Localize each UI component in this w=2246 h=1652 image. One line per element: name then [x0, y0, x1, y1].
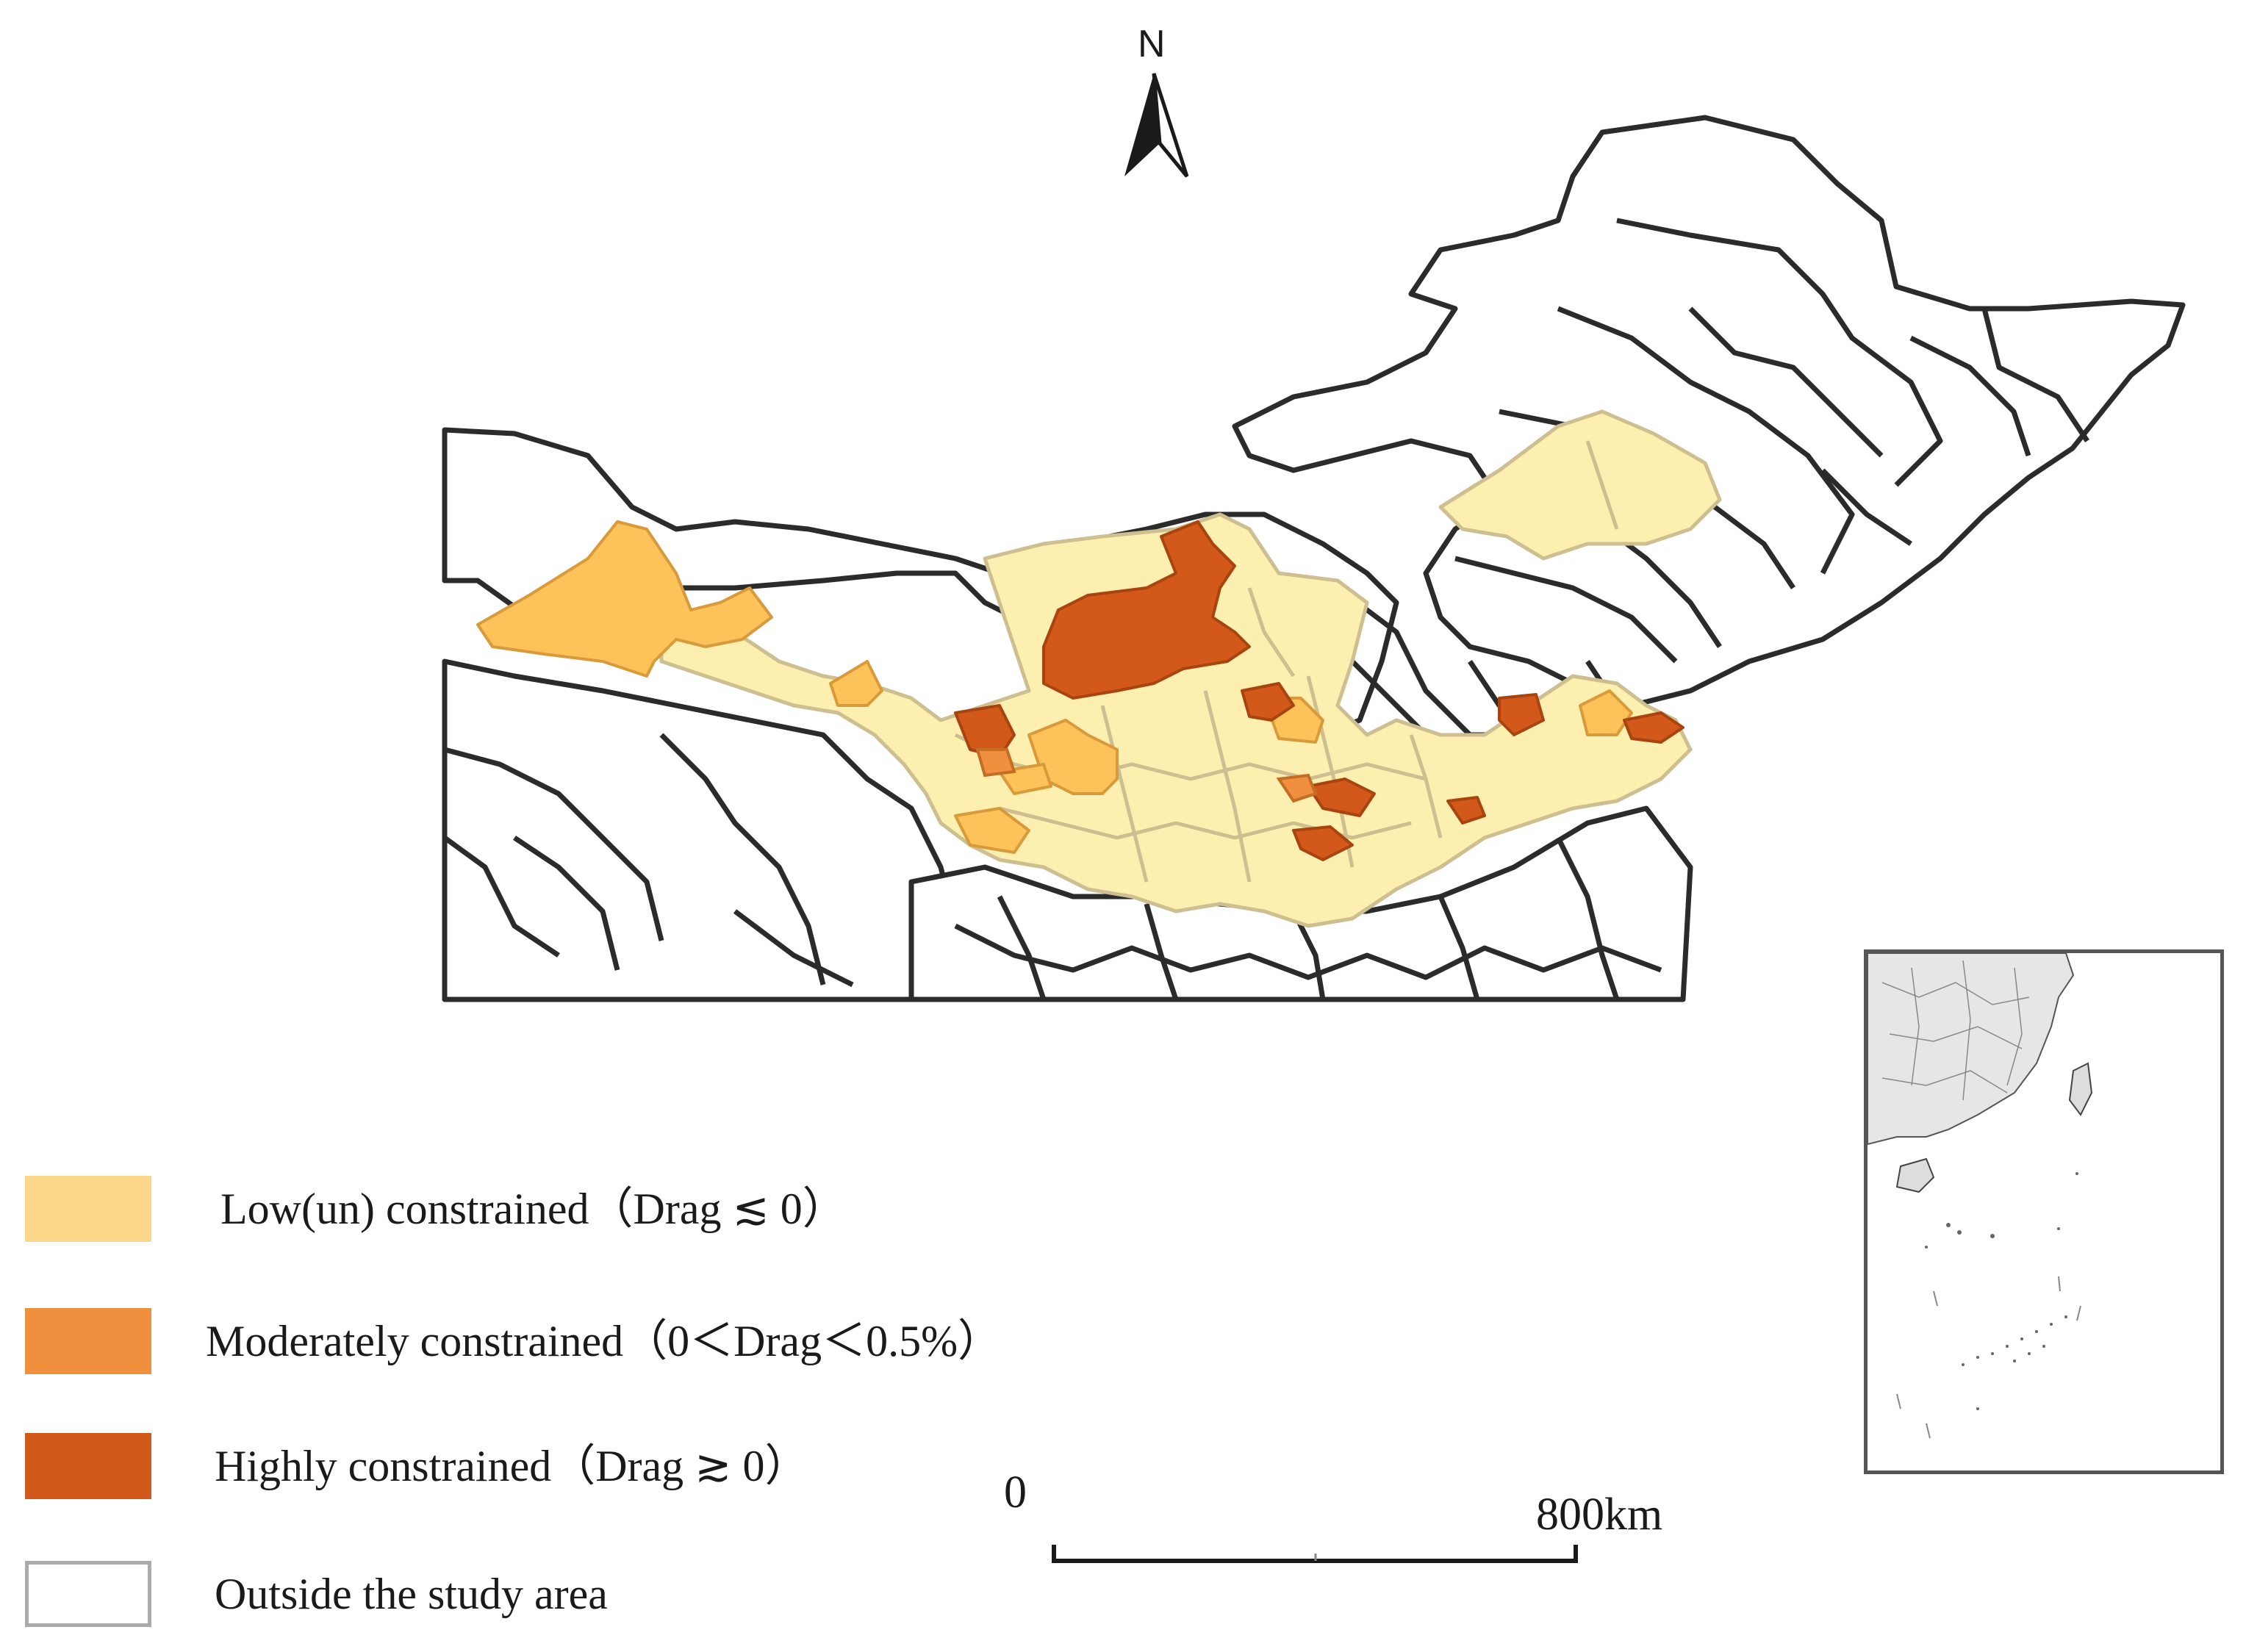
high-constrained-regions [954, 520, 1684, 861]
legend-label-moderate: Moderately constrained（0＜Drag＜0.5%） [206, 1317, 1002, 1365]
scale-start-label: 0 [1004, 1468, 1027, 1518]
region-gansu-west [476, 520, 773, 678]
legend-label-low: Low(un) constrained（Drag ≲ 0） [220, 1185, 847, 1233]
moderate-constrained-regions [975, 748, 1318, 803]
scale-end-label: 800km [1536, 1490, 1663, 1540]
legend-swatch-low [25, 1176, 151, 1242]
scale-bar [1052, 1545, 1578, 1563]
legend-swatch-high [25, 1433, 151, 1499]
north-arrow-icon [1124, 73, 1189, 178]
north-label: N [1138, 23, 1166, 65]
region-study-main [659, 512, 1693, 928]
inset-map [1864, 949, 2224, 1474]
legend-label-high: Highly constrained（Drag ≳ 0） [215, 1442, 809, 1490]
south-china-sea-inset-icon [1867, 952, 2093, 1439]
region-study-northeast [1438, 409, 1722, 561]
region-inner-mongolia-high [1042, 520, 1251, 700]
legend-swatch-outside [25, 1561, 151, 1627]
legend-label-outside: Outside the study area [215, 1570, 608, 1618]
legend-swatch-moderate [25, 1308, 151, 1374]
